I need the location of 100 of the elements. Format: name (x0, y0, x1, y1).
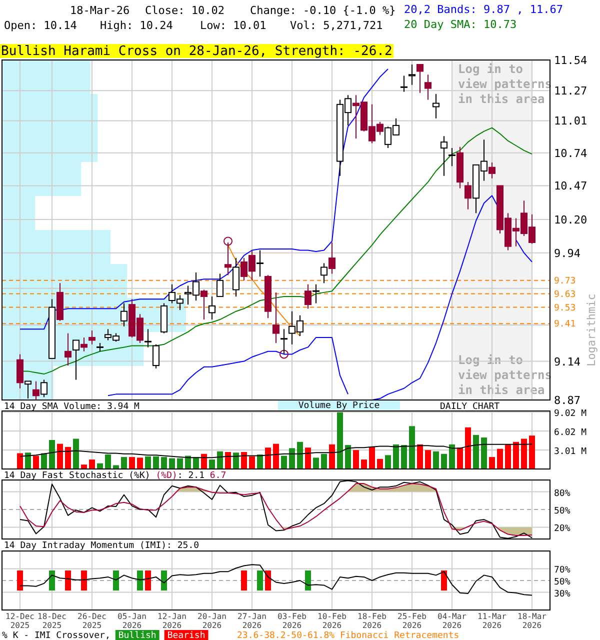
bar (129, 457, 135, 469)
bar (345, 445, 351, 469)
bar (417, 444, 423, 469)
candlestick (72, 340, 80, 380)
bar (73, 438, 79, 469)
y-tick-label: 20% (554, 524, 571, 534)
candlestick (320, 262, 328, 284)
bar (313, 458, 319, 469)
bar (257, 454, 263, 469)
bar (17, 453, 23, 469)
y-tick-label: 9.02 M (554, 409, 588, 420)
y-tick-label: 11.01 (554, 114, 588, 128)
x-tick-label: 10-Feb 2026 (318, 612, 347, 630)
bar (265, 448, 271, 469)
series-label: (%K) (123, 471, 150, 481)
bar (113, 465, 119, 469)
text: Vol: 5,271,721 (290, 19, 383, 32)
bar (177, 458, 183, 469)
bar (473, 434, 479, 469)
candlestick (440, 136, 448, 176)
bar (441, 454, 447, 469)
ref-line-label: 9.73 (554, 276, 576, 286)
bar (465, 427, 471, 469)
x-tick-label: 12-Dec 2025 (6, 612, 35, 630)
annotation: DAILY CHART (440, 402, 500, 412)
text: 20,2 Bands: 9.87 , 11.67 (404, 3, 563, 16)
bar (145, 456, 151, 469)
y-tick-label: 50% (554, 506, 571, 516)
bar (497, 448, 503, 469)
y-axis-title: Logarithmic (585, 294, 598, 366)
x-tick-label: 25-Feb 2026 (398, 612, 427, 630)
candlestick (200, 289, 208, 320)
line-series (20, 444, 532, 458)
candlestick (208, 296, 216, 320)
bar (121, 457, 127, 469)
bar (273, 444, 279, 469)
bar (137, 458, 143, 469)
x-tick-label: 11-Mar 2026 (478, 612, 507, 630)
chart-title: 14 Day SMA Volume: 3.94 M (4, 402, 140, 412)
bar (361, 460, 367, 469)
bar (41, 453, 47, 469)
text: Bearish (167, 631, 206, 640)
bar (65, 446, 71, 469)
bar (153, 456, 159, 469)
bar (89, 460, 95, 469)
chart-title: Bullish Harami Cross on 28-Jan-26, Strength: -26.2 (1, 44, 392, 59)
text: Low: 10.01 (200, 19, 266, 32)
y-tick-label: 11.54 (554, 54, 588, 67)
bar (241, 452, 247, 469)
y-tick-label: 3.01 M (554, 447, 588, 458)
legend-title: % K - IMI Crossover, (2, 631, 110, 640)
candlestick (408, 64, 416, 86)
x-tick-label: 18-Mar 2026 (518, 612, 547, 630)
text: Volume By Price (298, 401, 380, 411)
text: 18-Mar-26 (70, 4, 130, 17)
ref-line-label: 9.53 (554, 303, 576, 314)
y-tick-label: 70% (554, 566, 571, 576)
bar (393, 444, 399, 469)
candlestick (152, 344, 160, 369)
bar (233, 452, 239, 469)
bar (161, 457, 167, 469)
bar (105, 454, 111, 469)
x-tick-label: 04-Mar 2026 (438, 612, 467, 630)
x-tick-label: 12-Jan 2026 (158, 612, 187, 630)
y-tick-label: 11.27 (554, 84, 588, 98)
bar (33, 456, 39, 469)
candlestick (88, 330, 96, 345)
x-tick-label: 18-Feb 2026 (358, 612, 387, 630)
candlestick (488, 162, 496, 179)
bar (529, 436, 535, 469)
bar (425, 450, 431, 469)
bar (209, 460, 215, 469)
text: Bullish (118, 631, 156, 640)
y-tick-label: 6.02 M (554, 428, 588, 438)
text: Change: -0.10 {-1.0 %} (250, 4, 396, 17)
bar (481, 437, 487, 469)
y-tick-label: 30% (554, 589, 571, 600)
y-tick-label: 8.87 (554, 394, 580, 407)
bar (321, 454, 327, 469)
y-tick-label: 10.74 (554, 146, 588, 160)
candlestick (464, 182, 472, 210)
bar (25, 452, 31, 469)
bar (225, 452, 231, 469)
candlestick (40, 379, 48, 398)
bar (489, 457, 495, 469)
x-tick-label: 27-Jan 2026 (238, 612, 267, 630)
text: 20 Day SMA: 10.73 (404, 18, 517, 31)
ref-line-label: 9.63 (554, 290, 576, 300)
bar (377, 458, 383, 469)
bar (521, 438, 527, 469)
bar (249, 456, 255, 469)
annotation: 6.7 (204, 471, 226, 481)
text: High: 10.24 (100, 19, 174, 32)
bar (329, 444, 335, 469)
bar (81, 464, 87, 469)
chart-title: 14 Day Intraday Momentum (IMI): 25.0 (4, 541, 200, 551)
bar (409, 426, 415, 469)
chart-title: 14 Day Fast Stochastic (4, 471, 124, 481)
bar (401, 445, 407, 469)
candlestick (216, 273, 224, 297)
